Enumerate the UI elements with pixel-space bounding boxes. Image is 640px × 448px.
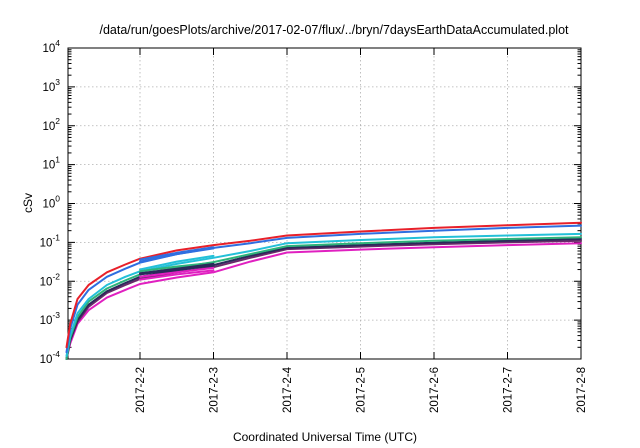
x-axis-title: Coordinated Universal Time (UTC) xyxy=(233,430,417,444)
series-fragment-line xyxy=(139,266,215,278)
x-tick-label: 2017-2-8 xyxy=(576,367,588,413)
x-tick-label: 2017-2-6 xyxy=(429,367,441,413)
x-tick-label: 2017-2-5 xyxy=(356,367,368,413)
plot-area xyxy=(65,47,582,360)
series-fragment-line xyxy=(139,246,215,261)
y-tick-label: 10-2 xyxy=(40,271,61,288)
x-tick-label: 2017-2-2 xyxy=(135,367,147,413)
y-tick-label: 103 xyxy=(42,77,60,94)
series-fragment-line xyxy=(139,269,215,281)
x-tick-labels: 2017-2-2 2017-2-3 2017-2-4 2017-2-5 2017-2-6… xyxy=(135,366,588,413)
series-line xyxy=(65,221,582,349)
x-tick-label: 2017-2-3 xyxy=(209,367,221,413)
y-tick-label: 104 xyxy=(42,38,60,55)
series-line xyxy=(65,242,582,360)
y-tick-label: 10-4 xyxy=(40,349,61,366)
series-fragment-line xyxy=(139,247,215,263)
series-fragment-line xyxy=(139,254,215,271)
series-fragment-line xyxy=(139,261,215,273)
y-tick-label: 102 xyxy=(42,116,60,133)
chart-title: /data/run/goesPlots/archive/2017-02-07/f… xyxy=(99,23,569,37)
y-tick-label: 10-1 xyxy=(40,232,61,249)
x-tick-label: 2017-2-4 xyxy=(282,366,294,413)
series-line xyxy=(65,236,582,360)
y-tick-label: 100 xyxy=(42,194,60,211)
series-layer xyxy=(65,221,582,360)
grid-lines xyxy=(68,48,581,359)
series-fragment-line xyxy=(139,264,215,276)
y-tick-label: 10-3 xyxy=(40,310,61,327)
series-line xyxy=(65,232,582,357)
y-tick-label: 101 xyxy=(42,155,60,172)
y-tick-labels: 10-4 10-3 10-2 10-1 100 101 102 103 104 xyxy=(40,38,61,366)
y-axis-title: cSv xyxy=(21,193,35,213)
x-tick-label: 2017-2-7 xyxy=(503,367,515,413)
